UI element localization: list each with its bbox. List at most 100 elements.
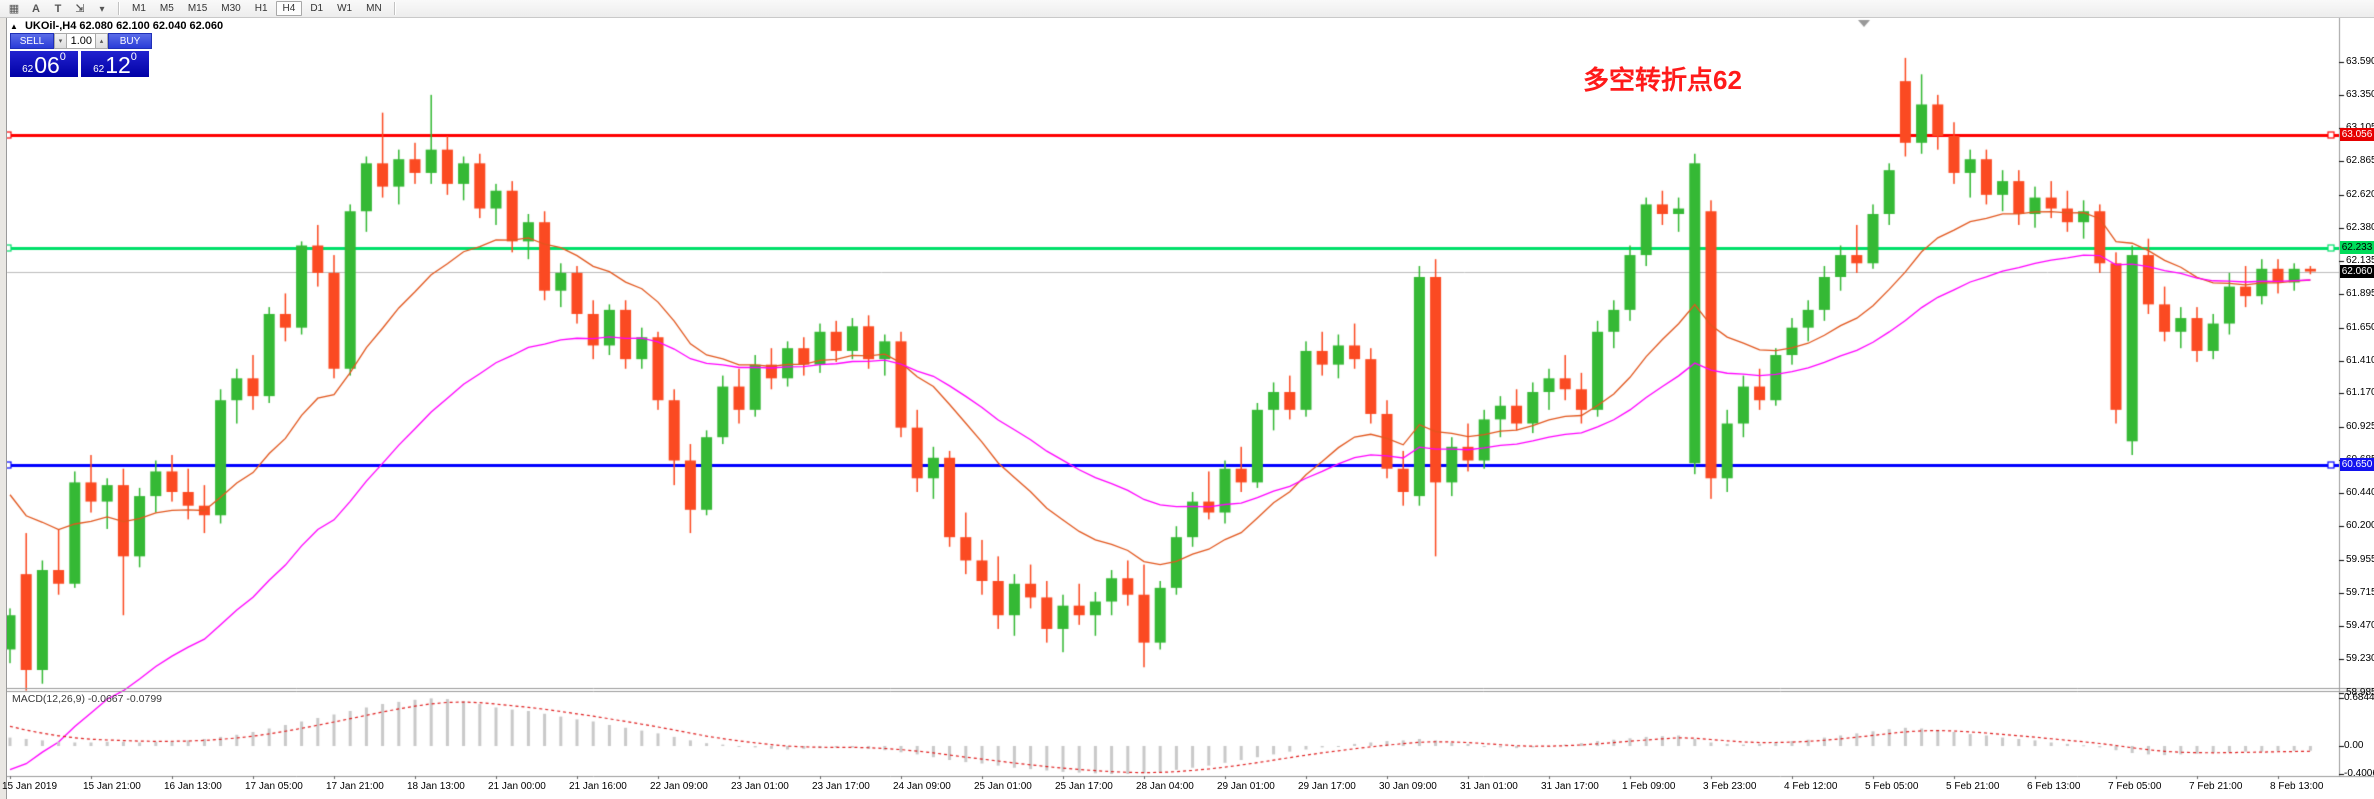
buy-price-prefix: 62 <box>93 64 105 75</box>
main-toolbar: ▦ A T ⇲ ▾ M1 M5 M15 M30 H1 H4 D1 W1 MN <box>0 0 2374 18</box>
price-tick-label: 61.895 <box>2346 288 2374 300</box>
price-tick-label: 59.230 <box>2346 653 2374 665</box>
timeframe-button-w1[interactable]: W1 <box>337 3 353 14</box>
price-tick-label: 59.715 <box>2346 586 2374 598</box>
buy-price-pip: 0 <box>130 51 137 63</box>
price-tick-label: 62.135 <box>2346 255 2374 267</box>
time-tick-label: 18 Jan 13:00 <box>407 781 465 792</box>
price-tick-label: 61.650 <box>2346 321 2374 333</box>
ohlc-readout: 62.080 62.100 62.040 62.060 <box>79 20 224 32</box>
time-tick-label: 21 Jan 00:00 <box>488 781 546 792</box>
drawing-tools-group: ▦ A T ⇲ ▾ <box>3 1 113 17</box>
sell-price-tile[interactable]: 62 06 0 <box>10 51 78 77</box>
sell-price-pip: 0 <box>59 51 66 63</box>
time-tick-label: 17 Jan 05:00 <box>245 781 303 792</box>
toolbar-separator <box>393 2 396 15</box>
time-tick-label: 28 Jan 04:00 <box>1136 781 1194 792</box>
timeframe-button-m15[interactable]: M15 <box>187 3 208 14</box>
time-tick-label: 21 Jan 16:00 <box>569 781 627 792</box>
price-tick-label: 58.985 <box>2346 686 2374 698</box>
time-tick-label: 24 Jan 09:00 <box>893 781 951 792</box>
volume-spinner: ▾ 1.00 ▴ <box>54 33 108 49</box>
chart-header: ▲ UKOil-,H4 62.080 62.100 62.040 62.060 <box>10 20 223 32</box>
timeframe-button-m5[interactable]: M5 <box>159 3 174 14</box>
time-tick-label: 7 Feb 21:00 <box>2189 781 2243 792</box>
buy-price-tile[interactable]: 62 12 0 <box>81 51 149 77</box>
text-label-icon[interactable]: A <box>32 2 40 15</box>
sell-button[interactable]: SELL <box>10 33 54 49</box>
sell-price-prefix: 62 <box>22 64 34 75</box>
buy-button[interactable]: BUY <box>108 33 152 49</box>
time-tick-label: 3 Feb 23:00 <box>1703 781 1757 792</box>
volume-input[interactable]: 1.00 <box>67 33 95 49</box>
price-tick-label: 60.440 <box>2346 487 2374 499</box>
time-tick-label: 8 Feb 13:00 <box>2270 781 2324 792</box>
current-price-line-badge: 62.060 <box>2340 264 2374 278</box>
time-tick-label: 29 Jan 17:00 <box>1298 781 1356 792</box>
time-tick-label: 25 Jan 17:00 <box>1055 781 1113 792</box>
toolbar-separator <box>118 2 120 15</box>
time-tick-label: 23 Jan 01:00 <box>731 781 789 792</box>
price-tick-label: 62.865 <box>2346 155 2374 167</box>
time-tick-label: 7 Feb 05:00 <box>2108 781 2162 792</box>
one-click-trading-panel: SELL ▾ 1.00 ▴ BUY 62 06 0 62 12 0 <box>10 33 152 77</box>
time-tick-label: 4 Feb 12:00 <box>1784 781 1838 792</box>
price-tick-label: 59.470 <box>2346 620 2374 632</box>
timeframe-button-m30[interactable]: M30 <box>221 3 241 14</box>
timeframe-button-d1[interactable]: D1 <box>310 3 324 14</box>
volume-increase-button[interactable]: ▴ <box>95 33 108 49</box>
time-tick-label: 6 Feb 13:00 <box>2027 781 2081 792</box>
pivot-line-badge: 62.233 <box>2340 240 2374 254</box>
timeframe-group: M1 M5 M15 M30 H1 H4 D1 W1 MN <box>125 1 389 16</box>
sell-price-main: 06 <box>34 52 60 78</box>
dropdown-caret-icon[interactable]: ▾ <box>99 3 105 15</box>
chart-text-annotation[interactable]: 多空转折点62 <box>1583 65 1742 95</box>
timeframe-button-m1[interactable]: M1 <box>132 3 146 14</box>
time-tick-label: 23 Jan 17:00 <box>812 781 870 792</box>
time-tick-label: 31 Jan 01:00 <box>1460 781 1518 792</box>
text-box-icon[interactable]: T <box>54 2 62 15</box>
macd-tick-label: 0.00 <box>2344 740 2364 751</box>
price-tick-label: 62.380 <box>2346 221 2374 233</box>
resistance-line-badge: 63.056 <box>2340 128 2374 142</box>
time-tick-label: 25 Jan 01:00 <box>974 781 1032 792</box>
time-tick-label: 16 Jan 13:00 <box>164 781 222 792</box>
time-tick-label: 29 Jan 01:00 <box>1217 781 1275 792</box>
macd-tick-label: 0.6844 <box>2344 692 2374 704</box>
time-tick-label: 31 Jan 17:00 <box>1541 781 1599 792</box>
timeframe-button-h1[interactable]: H1 <box>254 3 268 14</box>
price-tick-label: 60.925 <box>2346 420 2374 432</box>
price-tick-label: 62.620 <box>2346 188 2374 200</box>
time-tick-label: 22 Jan 09:00 <box>650 781 708 792</box>
price-tick-label: 60.200 <box>2346 520 2374 532</box>
time-tick-label: 5 Feb 21:00 <box>1946 781 2000 792</box>
panel-collapse-arrow[interactable]: ▲ <box>10 22 18 31</box>
macd-name: MACD(12,26,9) <box>12 693 85 705</box>
price-tick-label: 59.955 <box>2346 553 2374 565</box>
price-tick-label: 61.410 <box>2346 354 2374 366</box>
support-line-badge: 60.650 <box>2340 457 2374 471</box>
timeframe-button-mn[interactable]: MN <box>366 3 382 14</box>
cursor-mode-icon[interactable]: ⇲ <box>75 2 85 15</box>
symbol-timeframe-label: UKOil-,H4 <box>24 20 77 32</box>
time-tick-label: 17 Jan 21:00 <box>326 781 384 792</box>
time-tick-label: 15 Jan 21:00 <box>83 781 141 792</box>
timeframe-button-h4[interactable]: H4 <box>275 1 303 16</box>
macd-values: -0.0667 -0.0799 <box>87 693 163 705</box>
price-tick-label: 63.350 <box>2346 88 2374 100</box>
price-tick-label: 63.105 <box>2346 122 2374 133</box>
buy-price-main: 12 <box>105 52 131 78</box>
templates-icon[interactable]: ▦ <box>8 2 20 15</box>
time-tick-label: 15 Jan 2019 <box>2 781 58 792</box>
price-tick-label: 63.590 <box>2346 56 2374 67</box>
time-tick-label: 1 Feb 09:00 <box>1622 781 1676 792</box>
volume-decrease-button[interactable]: ▾ <box>54 33 67 49</box>
window-left-edge <box>0 17 7 799</box>
time-tick-label: 30 Jan 09:00 <box>1379 781 1437 792</box>
macd-indicator-label: MACD(12,26,9) -0.0667 -0.0799 <box>12 693 162 705</box>
time-tick-label: 5 Feb 05:00 <box>1865 781 1919 792</box>
price-tick-label: 61.170 <box>2346 387 2374 399</box>
